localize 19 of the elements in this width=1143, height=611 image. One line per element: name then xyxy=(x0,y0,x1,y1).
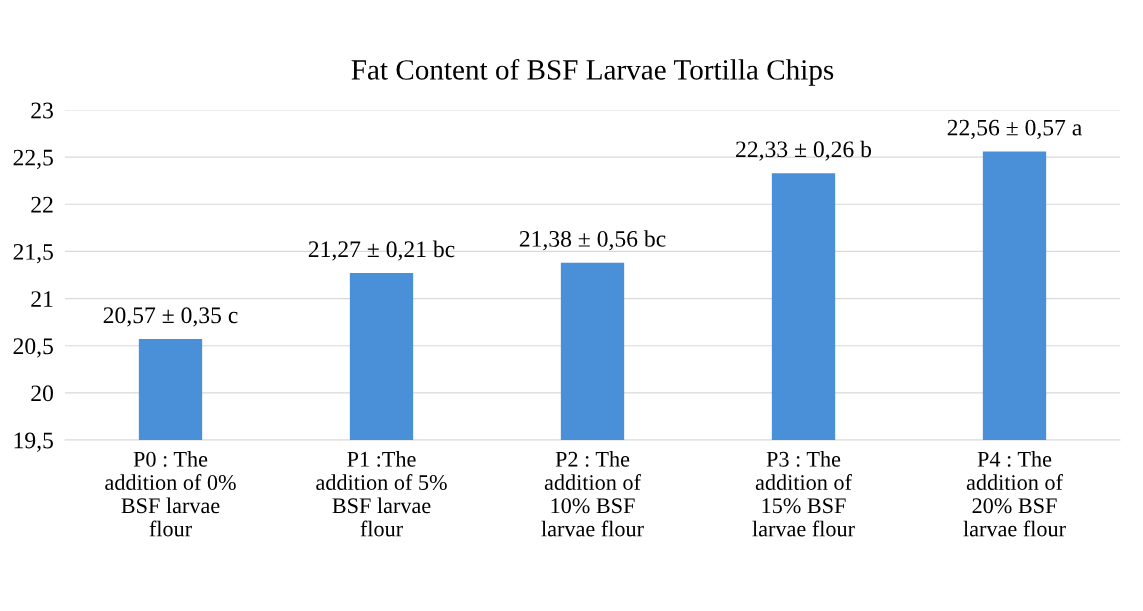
y-tick-label: 22,5 xyxy=(13,149,53,169)
x-tick-label: P4 : The addition of 20% BSF larvae flour xyxy=(963,451,1066,537)
y-tick-label: 23 xyxy=(31,102,53,119)
x-tick-label: P2 : The addition of 10% BSF larvae flour xyxy=(541,451,644,537)
y-tick-label: 20,5 xyxy=(13,338,53,358)
chart-title: Fat Content of BSF Larvae Tortilla Chips xyxy=(351,58,834,86)
x-tick-label: P3 : The addition of 15% BSF larvae flour xyxy=(752,451,855,537)
x-tick-label: P1 :The addition of 5% BSF larvae flour xyxy=(316,451,447,537)
y-tick-label: 22 xyxy=(31,196,53,213)
data-label: 21,27 ± 0,21 bc xyxy=(308,240,455,261)
y-tick-label: 21 xyxy=(31,291,53,307)
data-label: 22,56 ± 0,57 a xyxy=(947,119,1082,139)
y-tick-label: 21,5 xyxy=(13,243,53,264)
y-tick-label: 20 xyxy=(31,385,53,402)
data-label: 20,57 ± 0,35 c xyxy=(103,307,238,327)
y-tick-label: 19,5 xyxy=(14,432,53,452)
data-label: 21,38 ± 0,56 bc xyxy=(519,230,666,251)
data-label: 22,33 ± 0,26 b xyxy=(736,140,872,161)
x-tick-label: P0 : The addition of 0% BSF larvae flour xyxy=(105,451,236,537)
